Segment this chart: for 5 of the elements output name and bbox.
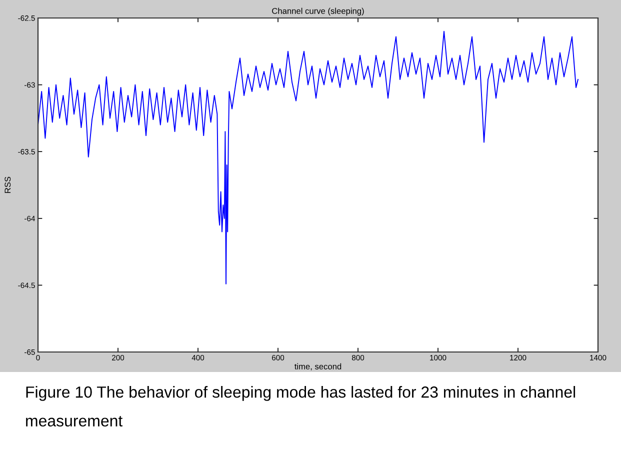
line-series [38, 30, 578, 284]
caption: Figure 10 The behavior of sleeping mode has lasted for 23 minutes in channel measurement [26, 386, 576, 427]
y-axis-title: RSS [4, 176, 11, 193]
chart-title: Channel curve (sleeping) [272, 8, 364, 16]
x-axis-title: time, second [294, 363, 342, 370]
